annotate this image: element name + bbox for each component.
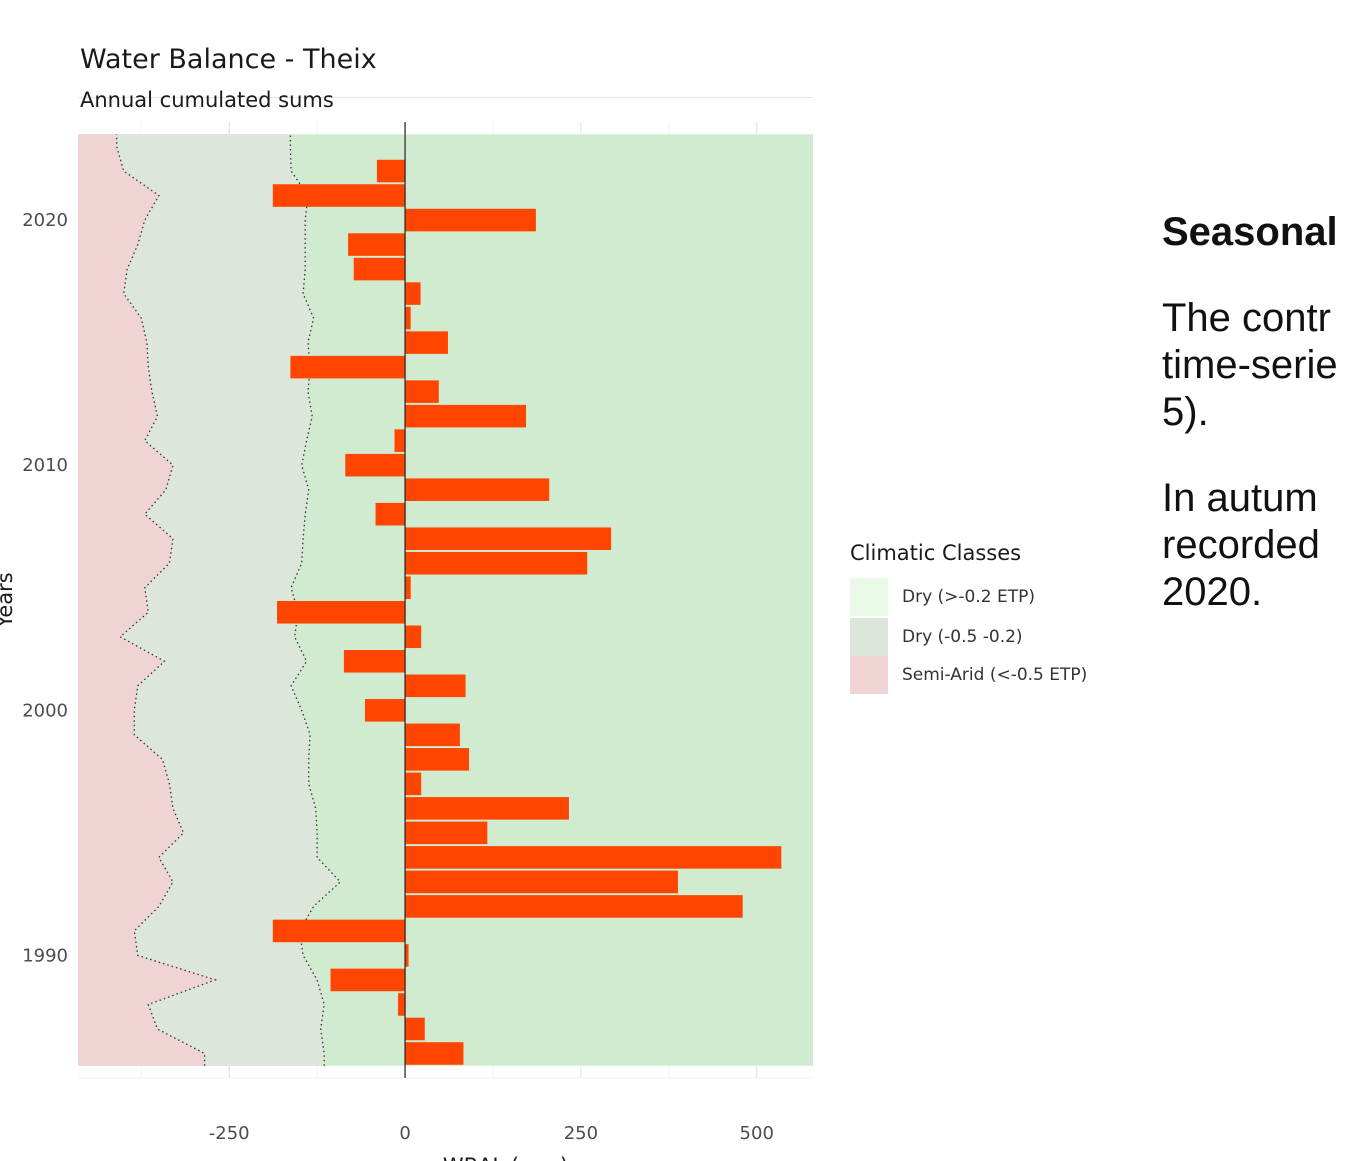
side-text-line: 5). <box>1162 390 1209 434</box>
bar-2010 <box>345 453 406 477</box>
bar-2002 <box>343 650 406 673</box>
bar-2005 <box>405 576 411 600</box>
bar-1988 <box>398 993 406 1016</box>
bar-2013 <box>405 380 439 403</box>
legend-swatch-semi-arid <box>850 656 888 694</box>
bar-2016 <box>405 306 411 330</box>
bar-2022 <box>376 159 406 183</box>
bar-1991 <box>272 919 406 943</box>
y-tick-label: 2020 <box>22 210 68 231</box>
side-text-heading: Seasonal <box>1162 210 1338 254</box>
legend-item-dry-mild: Dry (>-0.2 ETP) <box>850 578 1035 616</box>
bar-1986 <box>405 1042 464 1065</box>
side-text-panel: Seasonal The contr time-serie 5). In aut… <box>1162 210 1360 655</box>
legend-swatch-dry-mild <box>850 578 888 616</box>
bar-1995 <box>405 821 488 845</box>
bar-2019 <box>348 233 406 256</box>
y-tick-label: 2000 <box>22 700 68 721</box>
legend-item-semi-arid: Semi-Arid (<-0.5 ETP) <box>850 656 1087 694</box>
bar-2021 <box>272 184 406 207</box>
x-tick-label: -250 <box>209 1123 250 1144</box>
y-tick-label: 2010 <box>22 455 68 476</box>
bar-2017 <box>405 282 421 305</box>
bar-2004 <box>277 600 406 624</box>
bar-2014 <box>290 355 406 379</box>
x-axis-title: WBAL (mm) <box>443 1154 568 1161</box>
chart-subtitle: Annual cumulated sums <box>80 88 334 112</box>
legend-label-dry-mild: Dry (>-0.2 ETP) <box>902 587 1036 607</box>
bar-1990 <box>405 944 409 967</box>
x-tick-label: 0 <box>399 1123 410 1144</box>
bar-1997 <box>405 772 422 796</box>
bar-2008 <box>375 502 406 526</box>
bar-2007 <box>405 527 612 550</box>
legend-swatch-dry-moderate <box>850 618 888 656</box>
side-text-line: 2020. <box>1162 570 1263 614</box>
chart-title: Water Balance - Theix <box>80 44 377 75</box>
bar-2000 <box>364 699 406 722</box>
side-text-paragraph-2: In autum recorded 2020. <box>1162 475 1360 616</box>
bar-2018 <box>353 257 406 281</box>
side-text-line: time-serie <box>1162 343 1338 387</box>
bar-2001 <box>405 674 466 698</box>
bar-2020 <box>405 208 536 232</box>
y-axis-title: Years <box>0 572 17 628</box>
bar-1994 <box>405 846 782 869</box>
legend-label-dry-moderate: Dry (-0.5 -0.2) <box>902 627 1023 647</box>
bar-2006 <box>405 551 588 575</box>
side-text-paragraph-1: The contr time-serie 5). <box>1162 295 1360 436</box>
x-tick-label: 500 <box>740 1123 774 1144</box>
legend-item-dry-moderate: Dry (-0.5 -0.2) <box>850 618 1023 656</box>
legend-title: Climatic Classes <box>850 541 1022 565</box>
bar-1998 <box>405 748 470 771</box>
side-text-line: In autum <box>1162 476 1318 520</box>
bar-2009 <box>405 478 550 501</box>
bar-1989 <box>330 968 406 992</box>
x-tick-label: 250 <box>564 1123 598 1144</box>
y-tick-label: 1990 <box>22 945 68 966</box>
side-text-line: recorded <box>1162 523 1320 567</box>
bar-1999 <box>405 723 460 747</box>
bar-1992 <box>405 895 743 918</box>
bar-1987 <box>405 1017 425 1041</box>
legend-label-semi-arid: Semi-Arid (<-0.5 ETP) <box>902 665 1088 685</box>
bar-2003 <box>405 625 422 649</box>
bar-1996 <box>405 797 569 820</box>
threshold-line-dry <box>289 134 342 1066</box>
side-text-line: The contr <box>1162 296 1331 340</box>
bar-2011 <box>394 429 406 452</box>
bar-2012 <box>405 404 527 428</box>
bar-1993 <box>405 870 678 894</box>
bar-2015 <box>405 331 448 354</box>
zone-semi-arid <box>78 134 216 1066</box>
